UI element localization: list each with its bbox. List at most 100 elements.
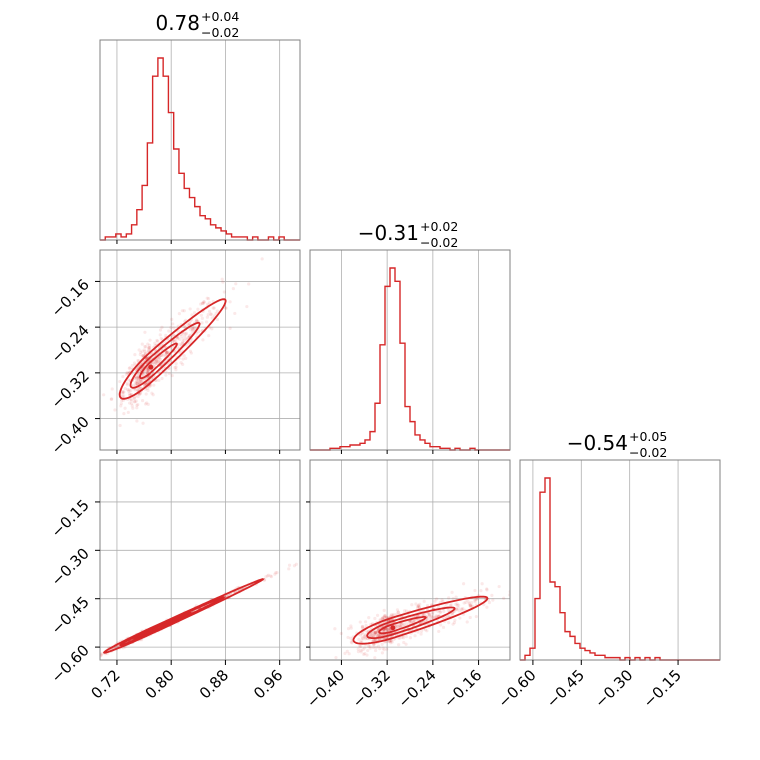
scatter-point — [453, 618, 457, 622]
scatter-point — [360, 638, 364, 643]
scatter-point — [146, 402, 150, 406]
scatter-point — [190, 313, 194, 317]
scatter-point — [147, 347, 151, 351]
scatter-point — [135, 419, 139, 423]
scatter-point — [474, 614, 478, 619]
scatter-point — [385, 640, 389, 644]
scatter-point — [268, 574, 273, 578]
y-tick-label: −0.16 — [48, 276, 93, 321]
scatter-point — [126, 410, 130, 415]
title-2-value: −0.54 — [567, 431, 628, 455]
scatter-point — [516, 596, 519, 599]
scatter-point — [363, 636, 368, 640]
scatter-point — [159, 336, 163, 341]
scatter-point — [485, 587, 489, 591]
scatter-point — [470, 604, 474, 608]
scatter-point — [130, 363, 134, 368]
scatter-point — [362, 634, 366, 639]
scatter-point — [134, 368, 138, 372]
scatter-point — [179, 361, 183, 365]
scatter-point — [142, 348, 146, 352]
scatter-point — [92, 658, 95, 661]
scatter-point — [182, 309, 186, 313]
scatter-point — [135, 376, 139, 380]
scatter-point — [222, 290, 226, 294]
scatter-point — [363, 637, 367, 641]
scatter-point — [131, 406, 135, 410]
scatter-point — [360, 626, 364, 630]
scatter-point — [438, 610, 442, 614]
scatter-point — [135, 382, 139, 386]
scatter-point — [132, 383, 136, 387]
scatter-point — [292, 564, 297, 568]
scatter-point — [380, 642, 384, 646]
peak-point — [148, 628, 154, 634]
scatter-point — [124, 372, 129, 376]
scatter-point — [156, 360, 161, 364]
scatter-point — [422, 612, 427, 617]
scatter-point — [206, 302, 210, 306]
y-tick-label: −0.30 — [48, 544, 93, 589]
panel-frame-1-1 — [309, 249, 511, 451]
scatter-point — [202, 301, 206, 305]
scatter-point — [368, 644, 372, 649]
scatter-point — [135, 376, 139, 380]
histogram-series-1 — [310, 267, 510, 451]
contour-level-0 — [133, 612, 193, 640]
scatter-point — [360, 636, 364, 640]
scatter-point — [385, 627, 389, 631]
scatter-point — [200, 316, 204, 320]
scatter-point — [109, 397, 113, 401]
scatter-point — [363, 633, 367, 637]
scatter-point — [349, 624, 353, 628]
y-tick-label: −0.15 — [48, 496, 93, 541]
scatter-point — [358, 620, 362, 624]
scatter-point — [369, 634, 373, 638]
scatter-point — [181, 357, 185, 361]
scatter-point — [430, 612, 435, 616]
scatter-point — [470, 604, 474, 608]
scatter-point — [377, 633, 381, 637]
scatter-point — [343, 651, 347, 655]
scatter-point — [184, 336, 188, 340]
scatter-point — [160, 325, 164, 329]
contour-level-2 — [102, 578, 265, 654]
scatter-point — [136, 394, 140, 399]
scatter-point — [485, 605, 489, 609]
scatter-point — [155, 338, 159, 343]
panel-frame-2-2 — [519, 459, 721, 661]
scatter-point — [449, 604, 453, 608]
scatter-point — [403, 609, 407, 613]
scatter-point — [420, 613, 424, 617]
scatter-point — [474, 597, 478, 601]
scatter-point — [396, 610, 400, 614]
scatter-point — [191, 328, 195, 332]
scatter-point — [142, 353, 146, 357]
scatter-point — [145, 386, 149, 391]
scatter-point — [287, 563, 292, 567]
scatter-point — [468, 604, 472, 608]
scatter-point — [133, 376, 138, 381]
contour-level-2 — [352, 595, 489, 645]
scatter-point — [118, 379, 122, 384]
scatter-point — [113, 408, 117, 412]
scatter-point — [165, 352, 169, 356]
pair-panel-1-2 — [333, 582, 519, 660]
title-param-0: 0.78 +0.04 −0.02 — [155, 9, 239, 40]
scatter-point — [306, 558, 309, 561]
x-tick-label: −0.45 — [543, 666, 588, 711]
scatter-point — [148, 345, 152, 350]
scatter-point — [180, 309, 185, 313]
scatter-point — [178, 342, 182, 346]
scatter-point — [151, 393, 155, 397]
scatter-point — [450, 590, 454, 594]
y-tick-label: −0.60 — [48, 641, 93, 686]
scatter-point — [371, 633, 376, 638]
pair-panel-0-2 — [92, 558, 309, 661]
scatter-point — [346, 626, 351, 631]
scatter-point — [129, 398, 134, 403]
scatter-point — [376, 633, 380, 637]
scatter-point — [231, 286, 235, 291]
scatter-point — [427, 611, 431, 615]
scatter-point — [427, 614, 431, 618]
